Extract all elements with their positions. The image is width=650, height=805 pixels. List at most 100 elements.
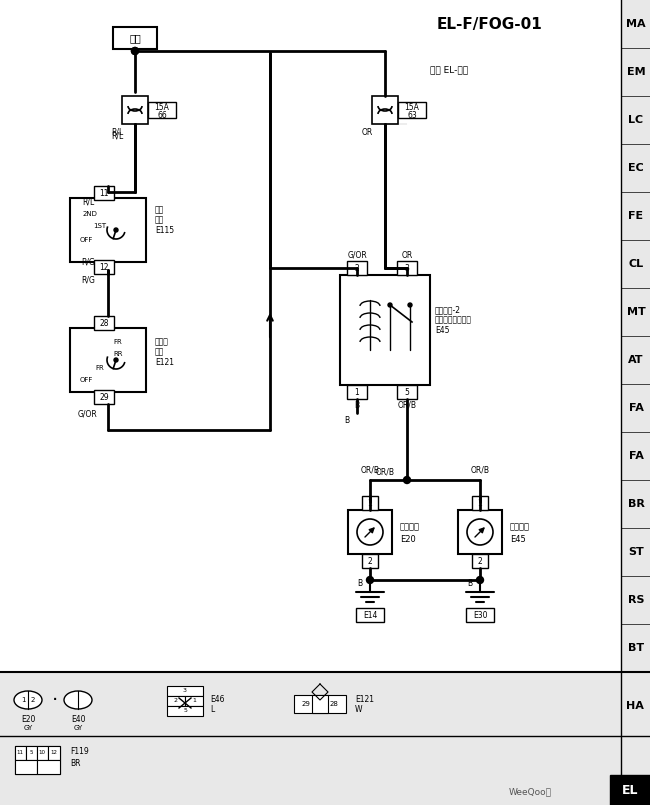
Text: OR/B: OR/B bbox=[471, 465, 489, 474]
Text: 5: 5 bbox=[404, 387, 410, 397]
Text: 2ND: 2ND bbox=[83, 211, 98, 217]
Text: 5: 5 bbox=[183, 708, 187, 713]
Text: GY: GY bbox=[73, 725, 83, 731]
Text: 电池: 电池 bbox=[129, 33, 141, 43]
Text: E30: E30 bbox=[473, 610, 488, 620]
Text: OFF: OFF bbox=[79, 377, 93, 383]
Text: LC: LC bbox=[629, 115, 644, 125]
Bar bbox=[15, 746, 26, 760]
Bar bbox=[397, 385, 417, 399]
Circle shape bbox=[131, 47, 138, 55]
Text: BR: BR bbox=[70, 759, 81, 769]
Text: AT: AT bbox=[629, 355, 644, 365]
Text: BT: BT bbox=[628, 643, 644, 653]
Bar bbox=[122, 96, 148, 124]
Bar bbox=[466, 608, 494, 622]
Text: EL: EL bbox=[622, 783, 638, 796]
Text: R/G: R/G bbox=[81, 275, 95, 284]
Bar bbox=[15, 760, 37, 774]
Bar bbox=[472, 496, 488, 510]
Text: B: B bbox=[467, 579, 473, 588]
Text: OR: OR bbox=[361, 127, 372, 137]
Bar bbox=[0, 672, 650, 805]
Text: FE: FE bbox=[629, 211, 644, 221]
Text: 63: 63 bbox=[407, 110, 417, 119]
Circle shape bbox=[367, 576, 374, 584]
Text: R/G: R/G bbox=[81, 258, 95, 266]
Text: B: B bbox=[354, 401, 359, 410]
Text: MA: MA bbox=[626, 19, 646, 29]
Text: OR/B: OR/B bbox=[376, 468, 395, 477]
Bar bbox=[113, 27, 157, 49]
Text: 11: 11 bbox=[16, 750, 23, 756]
Bar bbox=[70, 198, 146, 262]
Text: G/OR: G/OR bbox=[347, 250, 367, 259]
Bar bbox=[48, 746, 60, 760]
Bar bbox=[362, 496, 378, 510]
Text: 28: 28 bbox=[99, 319, 109, 328]
Text: 1: 1 bbox=[478, 498, 482, 507]
Circle shape bbox=[131, 47, 138, 55]
Text: 28: 28 bbox=[330, 701, 339, 707]
Text: FA: FA bbox=[629, 451, 644, 461]
Bar bbox=[94, 390, 114, 404]
Text: ·: · bbox=[52, 691, 58, 709]
Text: B: B bbox=[358, 579, 363, 588]
Text: R/L: R/L bbox=[82, 197, 94, 207]
Text: 12: 12 bbox=[51, 750, 57, 756]
Text: R/L: R/L bbox=[111, 131, 123, 141]
Text: E14: E14 bbox=[363, 610, 377, 620]
Bar bbox=[185, 696, 203, 706]
Bar bbox=[340, 275, 430, 385]
Text: 继电器盒-2
（前雾灯继电器）
E45: 继电器盒-2 （前雾灯继电器） E45 bbox=[435, 305, 472, 335]
Circle shape bbox=[357, 519, 383, 545]
Bar bbox=[397, 261, 417, 275]
Text: GY: GY bbox=[23, 725, 32, 731]
Ellipse shape bbox=[64, 691, 92, 709]
Text: 2: 2 bbox=[31, 697, 35, 703]
Bar bbox=[94, 316, 114, 330]
Text: E20: E20 bbox=[21, 716, 35, 724]
Text: OR: OR bbox=[402, 250, 413, 259]
Text: EC: EC bbox=[628, 163, 644, 173]
Text: 前雾灯
开关
E121: 前雾灯 开关 E121 bbox=[155, 337, 174, 367]
Text: 2: 2 bbox=[355, 263, 359, 273]
Text: 2: 2 bbox=[368, 556, 372, 565]
Text: OR/B: OR/B bbox=[398, 401, 417, 410]
Text: BR: BR bbox=[627, 499, 644, 509]
Circle shape bbox=[404, 477, 411, 484]
Text: 29: 29 bbox=[302, 701, 311, 707]
Bar bbox=[348, 510, 392, 554]
Text: FR: FR bbox=[114, 339, 122, 345]
Text: WeeQoo库: WeeQoo库 bbox=[508, 787, 551, 796]
Circle shape bbox=[467, 519, 493, 545]
Bar bbox=[294, 695, 346, 713]
Text: 29: 29 bbox=[99, 393, 109, 402]
Text: 15A: 15A bbox=[155, 102, 170, 112]
Text: FR: FR bbox=[96, 365, 105, 371]
Text: 15A: 15A bbox=[404, 102, 419, 112]
Text: 12: 12 bbox=[99, 262, 109, 271]
Text: F119: F119 bbox=[70, 748, 89, 757]
Bar bbox=[148, 102, 176, 118]
Bar bbox=[94, 186, 114, 200]
Circle shape bbox=[114, 228, 118, 232]
Text: G/OR: G/OR bbox=[78, 410, 98, 419]
Text: R/L: R/L bbox=[111, 127, 123, 137]
Text: CL: CL bbox=[629, 259, 644, 269]
Text: 参见 EL-电源: 参见 EL-电源 bbox=[430, 65, 468, 75]
Bar bbox=[372, 96, 398, 124]
Text: HA: HA bbox=[626, 701, 644, 711]
Bar bbox=[362, 554, 378, 568]
Bar bbox=[15, 746, 60, 774]
Bar bbox=[472, 554, 488, 568]
Text: 2: 2 bbox=[478, 556, 482, 565]
Text: EM: EM bbox=[627, 67, 645, 77]
Circle shape bbox=[114, 358, 118, 362]
Text: OFF: OFF bbox=[79, 237, 93, 243]
Text: W: W bbox=[355, 705, 363, 715]
Bar bbox=[37, 746, 48, 760]
Bar bbox=[398, 102, 426, 118]
Text: 11: 11 bbox=[99, 188, 109, 197]
Bar bbox=[37, 760, 60, 774]
